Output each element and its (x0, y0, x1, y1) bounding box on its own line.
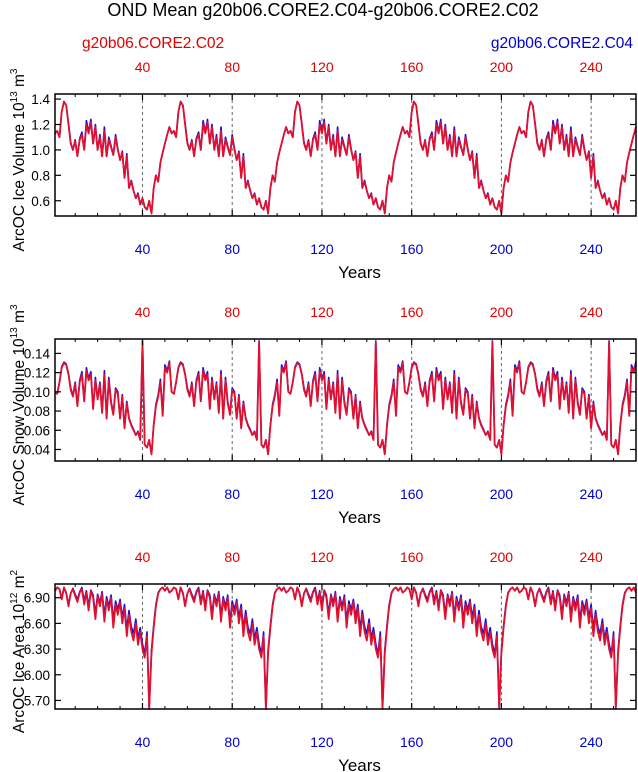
legend-label-red: g20b06.CORE2.C02 (82, 35, 224, 52)
chart-panel-snow-volume: 0.04 0.06 0.08 0.10 0.12 0.14 40 40 80 80 120 120 16… (9, 304, 637, 527)
x-tick-label-bottom: 200 (490, 734, 514, 750)
x-tick-label-top: 240 (579, 59, 603, 75)
x-tick-label-top: 120 (310, 304, 334, 320)
y-tick-label: 6.90 (24, 591, 50, 606)
x-tick-label-top: 160 (400, 304, 424, 320)
x-tick-label-bottom: 120 (310, 486, 334, 502)
x-axis-label: Years (338, 263, 381, 282)
x-tick-label-bottom: 200 (490, 241, 514, 257)
x-tick-label-top: 240 (579, 304, 603, 320)
x-axis-label: Years (338, 756, 381, 772)
y-axis-label-unit: m (11, 310, 28, 327)
y-axis-label-exponent: 13 (9, 91, 20, 103)
chart-panel-ice-area: 5.70 6.00 6.30 6.60 6.90 40 40 80 80 120 120 160 160… (9, 549, 637, 772)
x-tick-label-bottom: 160 (400, 486, 424, 502)
x-tick-label-bottom: 40 (135, 241, 151, 257)
y-axis-label-exponent: 13 (9, 327, 20, 339)
y-tick-label: 0.08 (24, 404, 50, 419)
y-axis-label-text: ArcOC Snow Volume 10 (11, 338, 28, 506)
x-axis-label: Years (338, 508, 381, 527)
y-tick-label: 6.30 (24, 642, 50, 657)
x-tick-label-bottom: 120 (310, 241, 334, 257)
y-axis-label-unit-exponent: 3 (9, 68, 20, 74)
plot-frame (54, 93, 637, 217)
plot-frame (54, 338, 637, 462)
y-axis-label-unit-exponent: 3 (9, 304, 20, 310)
y-tick-label: 0.8 (31, 168, 50, 183)
y-axis-label-unit: m (11, 74, 28, 91)
y-tick-label: 1.4 (31, 92, 50, 107)
x-tick-label-top: 160 (400, 59, 424, 75)
x-tick-label-top: 80 (224, 59, 240, 75)
x-tick-label-top: 240 (579, 549, 603, 565)
series-line-c02 (54, 100, 637, 215)
y-axis-label: ArcOC Ice Volume 1013 m3 (9, 68, 28, 251)
y-axis-label-text: ArcOC Ice Volume 10 (11, 102, 28, 251)
x-tick-label-bottom: 240 (579, 734, 603, 750)
x-tick-label-top: 200 (490, 59, 514, 75)
x-tick-label-bottom: 80 (224, 486, 240, 502)
y-axis-label: ArcOC Ice Area 1012 m2 (9, 569, 28, 733)
x-tick-label-bottom: 160 (400, 241, 424, 257)
x-tick-label-top: 80 (224, 304, 240, 320)
y-tick-label: 0.06 (24, 423, 50, 438)
x-tick-label-top: 120 (310, 549, 334, 565)
x-tick-label-top: 200 (490, 549, 514, 565)
series-line-c02 (54, 340, 637, 456)
x-tick-label-bottom: 40 (135, 486, 151, 502)
x-tick-label-bottom: 240 (579, 486, 603, 502)
y-axis-label-exponent: 12 (9, 592, 20, 604)
x-tick-label-bottom: 240 (579, 241, 603, 257)
y-tick-label: 1.0 (31, 143, 50, 158)
legend-label-blue: g20b06.CORE2.C04 (491, 35, 634, 52)
y-tick-label: 0.04 (24, 442, 51, 457)
x-tick-label-bottom: 200 (490, 486, 514, 502)
x-tick-label-top: 120 (310, 59, 334, 75)
x-tick-label-top: 40 (135, 304, 151, 320)
x-tick-label-top: 160 (400, 549, 424, 565)
x-tick-label-bottom: 40 (135, 734, 151, 750)
y-tick-label: 0.12 (24, 366, 50, 381)
y-axis-label-unit: m (11, 575, 28, 592)
x-tick-label-bottom: 160 (400, 734, 424, 750)
plot-frame (54, 583, 637, 710)
y-tick-label: 1.2 (31, 118, 50, 133)
x-tick-label-top: 80 (224, 549, 240, 565)
x-tick-label-top: 40 (135, 59, 151, 75)
y-tick-label: 5.70 (24, 693, 50, 708)
y-axis-label-text: ArcOC Ice Area 10 (11, 603, 28, 733)
y-tick-label: 0.14 (24, 346, 51, 361)
chart-panel-ice-volume: 0.6 0.8 1.0 1.2 1.4 40 40 80 80 120 120 160 160 200 20… (9, 59, 637, 282)
x-tick-label-bottom: 80 (224, 241, 240, 257)
y-tick-label: 6.60 (24, 616, 50, 631)
y-tick-label: 6.00 (24, 668, 50, 683)
y-axis-label: ArcOC Snow Volume 1013 m3 (9, 304, 28, 505)
y-axis-label-unit-exponent: 2 (9, 569, 20, 575)
x-tick-label-bottom: 120 (310, 734, 334, 750)
x-tick-label-bottom: 80 (224, 734, 240, 750)
y-tick-label: 0.10 (24, 385, 50, 400)
panels-group: 0.60.81.01.21.44040808012012016016020020… (9, 59, 637, 772)
x-tick-label-top: 200 (490, 304, 514, 320)
figure-title: OND Mean g20b06.CORE2.C04-g20b06.CORE2.C… (107, 0, 538, 20)
x-tick-label-top: 40 (135, 549, 151, 565)
y-tick-label: 0.6 (31, 194, 50, 209)
series-line-c02 (54, 586, 637, 710)
